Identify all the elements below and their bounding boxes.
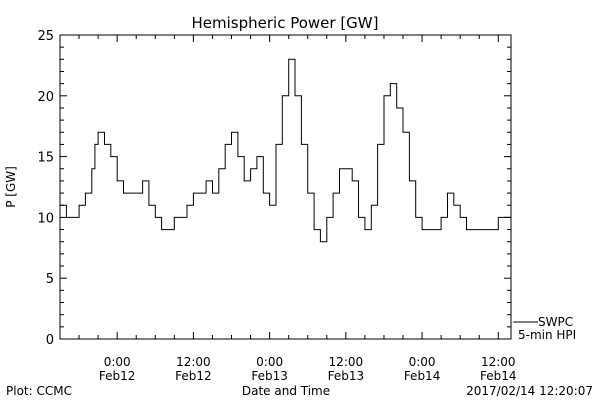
series-line-swpc-hpi: [60, 58, 512, 243]
x-tick-label-date: Feb13: [251, 369, 288, 383]
x-tick-label-date: Feb13: [328, 369, 365, 383]
y-tick-label: 25: [37, 29, 54, 44]
x-tick-label-time: 0:00: [104, 355, 131, 369]
x-tick-label-date: Feb12: [175, 369, 212, 383]
x-tick-label-date: Feb14: [404, 369, 441, 383]
plot-credit: Plot: CCMC: [6, 384, 72, 398]
plot-timestamp: 2017/02/14 12:20:07: [466, 384, 593, 398]
x-axis: 0:00Feb1212:00Feb120:00Feb1312:00Feb130:…: [59, 35, 517, 383]
legend: SWPC 5-min HPI: [513, 315, 576, 342]
x-tick-label-date: Feb12: [99, 369, 136, 383]
x-tick-label-time: 0:00: [256, 355, 283, 369]
x-tick-label-time: 12:00: [329, 355, 364, 369]
x-tick-label-date: Feb14: [480, 369, 517, 383]
x-tick-label-time: 12:00: [481, 355, 516, 369]
legend-label-swpc: SWPC: [538, 315, 573, 329]
y-tick-label: 10: [37, 211, 54, 226]
x-tick-label-time: 12:00: [176, 355, 211, 369]
x-axis-label: Date and Time: [242, 384, 330, 398]
y-tick-label: 15: [37, 151, 54, 166]
legend-label-hpi: 5-min HPI: [518, 328, 576, 342]
y-tick-label: 5: [46, 272, 54, 287]
y-axis: 0 5 10 15 20 25: [37, 29, 511, 348]
y-tick-label: 0: [46, 333, 54, 348]
y-axis-label: P [GW]: [4, 166, 18, 208]
x-tick-label-time: 0:00: [409, 355, 436, 369]
chart-title: Hemispheric Power [GW]: [192, 14, 379, 32]
plot-frame: [59, 34, 512, 340]
y-tick-label: 20: [37, 90, 54, 105]
